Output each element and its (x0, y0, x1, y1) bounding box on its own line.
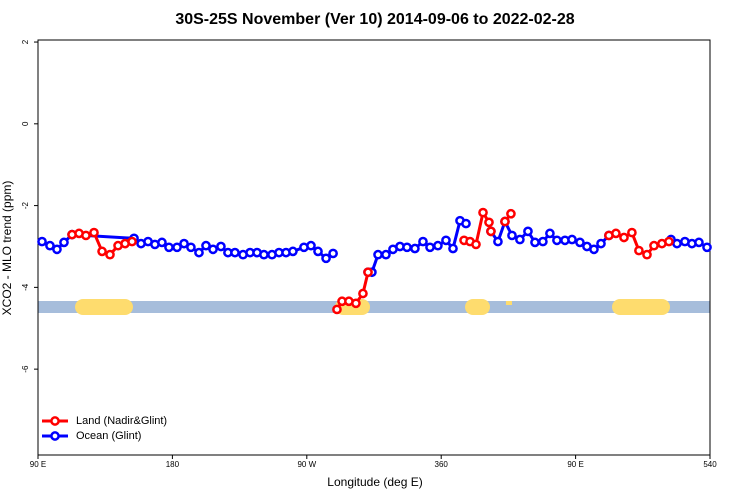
data-point (164, 242, 174, 253)
y-tick-label: -4 (21, 283, 30, 291)
data-point (381, 249, 391, 260)
data-point (230, 247, 240, 258)
data-point (186, 242, 196, 253)
data-point (306, 240, 316, 251)
legend-label: Ocean (Glint) (76, 430, 141, 442)
data-point (627, 227, 637, 238)
data-point (425, 242, 435, 253)
data-point (702, 242, 712, 253)
data-point (172, 242, 182, 253)
data-point (486, 226, 496, 237)
data-point (358, 288, 368, 299)
data-point (642, 249, 652, 260)
data-point (619, 232, 629, 243)
data-point (321, 253, 331, 264)
land-band (465, 299, 490, 315)
data-point (402, 242, 412, 253)
data-point (441, 235, 451, 246)
data-point (259, 249, 269, 260)
data-point (433, 240, 443, 251)
data-point (418, 236, 428, 247)
land-ocean-strip (38, 299, 710, 315)
ocean-band (38, 301, 710, 313)
y-tick-label: 2 (21, 39, 30, 44)
legend-marker (50, 416, 60, 426)
land-band (75, 299, 133, 315)
data-point (328, 248, 338, 259)
data-point (538, 236, 548, 247)
data-point (332, 304, 342, 315)
y-tick-label: 0 (21, 121, 30, 126)
data-point (373, 249, 383, 260)
data-point (634, 245, 644, 256)
data-point (545, 228, 555, 239)
land-band (612, 299, 670, 315)
data-point (89, 227, 99, 238)
data-point (507, 230, 517, 241)
data-point (506, 208, 516, 219)
data-point (530, 237, 540, 248)
data-point (471, 239, 481, 250)
data-point (461, 218, 471, 229)
chart-title: 30S-25S November (Ver 10) 2014-09-06 to … (175, 11, 574, 28)
x-tick-label: 90 W (297, 460, 316, 469)
data-point (157, 237, 167, 248)
y-axis-label: XCO2 - MLO trend (ppm) (0, 181, 14, 316)
data-point (694, 237, 704, 248)
legend-marker (50, 431, 60, 441)
data-point (596, 238, 606, 249)
y-tick-label: -6 (21, 365, 30, 373)
x-tick-label: 90 E (30, 460, 46, 469)
y-tick-label: -2 (21, 201, 30, 209)
data-point (97, 246, 107, 257)
data-point (201, 240, 211, 251)
data-point (575, 237, 585, 248)
data-point (351, 298, 361, 309)
data-point (567, 234, 577, 245)
data-point (127, 236, 137, 247)
data-point (52, 244, 62, 255)
x-tick-label: 360 (435, 460, 449, 469)
data-point (493, 236, 503, 247)
x-axis-label: Longitude (deg E) (327, 475, 422, 489)
data-point (105, 249, 115, 260)
data-point (410, 243, 420, 254)
x-tick-label: 540 (703, 460, 717, 469)
data-point (45, 240, 55, 251)
data-point (552, 235, 562, 246)
land-band (506, 301, 512, 305)
data-point (484, 217, 494, 228)
data-point (81, 230, 91, 241)
data-point (672, 238, 682, 249)
data-point (523, 226, 533, 237)
data-point (313, 246, 323, 257)
data-point (37, 236, 47, 247)
data-point (515, 234, 525, 245)
data-point (216, 241, 226, 252)
data-point (649, 240, 659, 251)
data-point (664, 236, 674, 247)
data-point (589, 244, 599, 255)
data-point (179, 238, 189, 249)
legend-label: Land (Nadir&Glint) (76, 415, 167, 427)
data-point (363, 267, 373, 278)
data-point (288, 246, 298, 257)
data-point (500, 216, 510, 227)
data-point (194, 247, 204, 258)
data-point (59, 237, 69, 248)
data-point (611, 228, 621, 239)
data-point (478, 207, 488, 218)
data-point (208, 244, 218, 255)
data-point (448, 243, 458, 254)
x-tick-label: 180 (166, 460, 180, 469)
x-tick-label: 90 E (567, 460, 583, 469)
